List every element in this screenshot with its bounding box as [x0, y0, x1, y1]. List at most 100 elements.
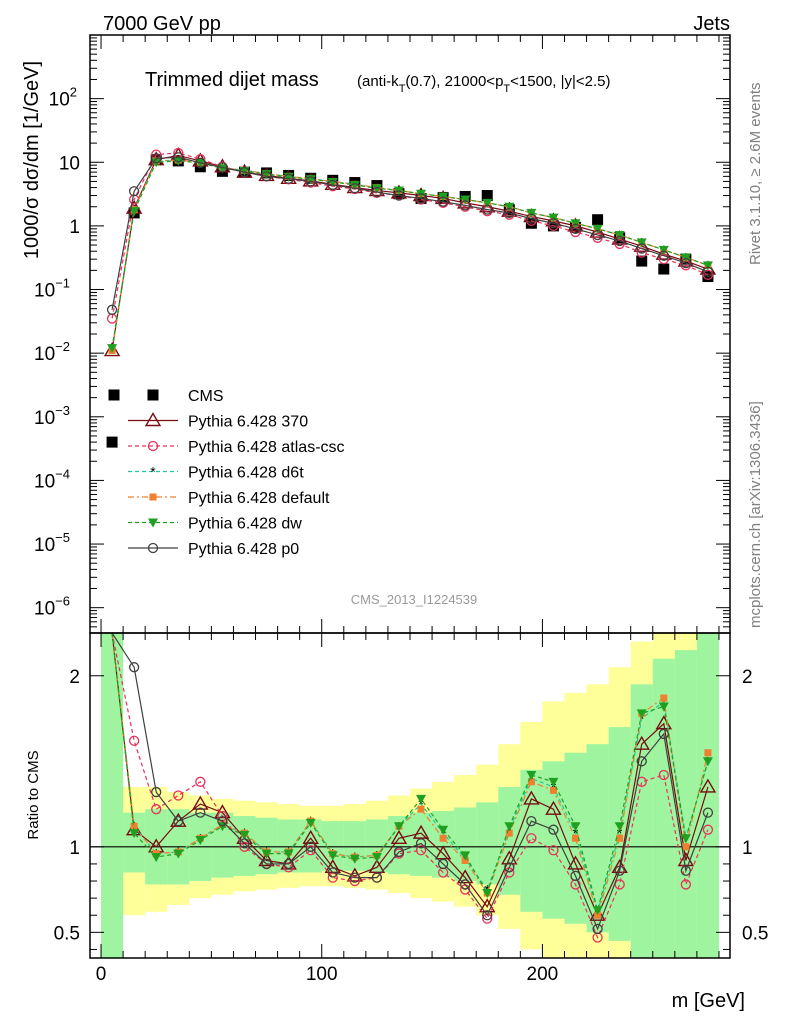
header-left: 7000 GeV pp	[103, 13, 221, 35]
data-point-p0	[680, 257, 692, 269]
ratio-y-tick-label-left: 0.5	[54, 923, 80, 944]
ratio-point-dw	[349, 854, 360, 864]
ratio-point-p370	[368, 858, 386, 874]
data-point-CMS	[481, 190, 493, 202]
y-tick-label: 102	[49, 85, 77, 111]
uncertainty-band-green	[696, 633, 719, 958]
ratio-point-p0	[658, 728, 669, 740]
ratio-point-default	[549, 786, 557, 794]
uncertainty-band-green	[586, 744, 609, 933]
ratio-point-dw	[460, 851, 471, 861]
data-point-p0	[636, 243, 647, 254]
ratio-point-default	[461, 857, 469, 864]
ratio-point-p0	[482, 910, 493, 921]
data-point-p0	[151, 153, 162, 164]
y-tick-label-exponent: −1	[55, 276, 70, 291]
ratio-point-default	[616, 834, 624, 842]
legend-label-CMS: CMS	[188, 388, 224, 405]
ratio-point-p370	[479, 898, 496, 913]
uncertainty-band-green	[101, 633, 124, 958]
ratio-y-axis-label: Ratio to CMS	[25, 750, 42, 839]
data-point-p0	[526, 213, 537, 224]
ratio-point-p370	[567, 855, 584, 870]
ratio-point-p0	[592, 923, 603, 935]
data-point-dw	[327, 177, 338, 187]
main-plot: **************************** 10−610−510−…	[34, 35, 730, 634]
uncertainty-band-green	[630, 684, 653, 958]
data-point-p0	[482, 204, 493, 215]
ratio-plot: 0.50.511220100200***********************…	[54, 633, 768, 985]
data-point-dw	[504, 202, 515, 212]
ratio-point-p0	[305, 841, 316, 852]
ratio-point-p0	[702, 807, 714, 818]
ratio-point-atlas	[283, 862, 294, 873]
ratio-point-d6t: *	[418, 796, 424, 812]
ratio-point-p0	[239, 838, 250, 849]
uncertainty-band-green	[432, 810, 455, 878]
data-point-p0	[437, 196, 449, 207]
ratio-point-p370	[390, 829, 408, 844]
ratio-point-atlas	[173, 790, 184, 801]
uncertainty-band-green	[476, 802, 499, 885]
ratio-point-atlas	[349, 875, 360, 887]
legend-marker-atlas	[147, 440, 159, 452]
legend-entry-p370: Pythia 6.428 370	[128, 412, 308, 431]
ratio-point-p0	[261, 858, 272, 870]
data-point-dw	[482, 198, 493, 208]
ratio-point-atlas	[702, 824, 714, 835]
ratio-point-p0	[217, 816, 228, 827]
ratio-point-default	[572, 834, 580, 842]
data-point-p0	[261, 171, 272, 182]
subtitle-part-2: (0.7), 21000<p	[405, 73, 503, 90]
ratio-point-dw	[195, 835, 206, 845]
series-p370	[103, 147, 717, 357]
ratio-frame	[89, 632, 731, 959]
ratio-point-dw	[570, 822, 581, 832]
uncertainty-band-green	[542, 761, 565, 919]
uncertainty-band-green	[321, 821, 344, 871]
data-point-dw	[239, 166, 250, 176]
ratio-line-atlas	[111, 633, 709, 940]
data-point-p0	[349, 183, 360, 194]
ratio-y-tick-label-left: 1	[69, 838, 80, 859]
data-point-p0	[305, 176, 316, 187]
data-point-CMS	[106, 436, 118, 448]
ratio-point-p370	[523, 790, 540, 805]
y-tick-label-exponent: −5	[55, 530, 70, 545]
y-tick-label-exponent: −2	[55, 339, 70, 354]
ratio-point-atlas	[128, 735, 140, 746]
data-point-p0	[460, 200, 471, 211]
ratio-point-p370	[699, 778, 717, 793]
uncertainty-band-green	[387, 816, 410, 875]
data-point-p0	[548, 218, 559, 229]
ratio-point-d6t: *	[573, 825, 579, 841]
ratio-point-dw	[261, 849, 272, 859]
ratio-point-p0	[371, 872, 383, 883]
legend-marker-p370	[144, 412, 162, 427]
data-point-p0	[658, 250, 669, 261]
series-d6t: ****************************	[109, 152, 711, 356]
ratio-point-d6t: *	[639, 711, 645, 727]
header-right: Jets	[693, 13, 730, 35]
ratio-point-atlas	[526, 833, 537, 844]
data-point-p0	[415, 193, 427, 204]
chart-subtitle: (anti-kT(0.7), 21000<pT<1500, |y|<2.5)	[357, 73, 611, 95]
ratio-point-p370	[456, 869, 474, 884]
ratio-point-dw	[173, 849, 184, 859]
data-point-dw	[371, 184, 382, 194]
legend-label-atlas: Pythia 6.428 atlas-csc	[188, 439, 345, 456]
ratio-point-dw	[305, 818, 316, 828]
y-tick-label: 10−4	[34, 466, 70, 492]
y-axis-label: 1000/σ dσ/dm [1/GeV]	[21, 61, 43, 259]
y-tick-label: 10−5	[34, 530, 70, 556]
data-point-p0	[614, 235, 625, 247]
ratio-y-tick-label-right: 1	[742, 838, 753, 859]
ratio-point-default	[594, 911, 602, 919]
data-point-CMS	[592, 214, 604, 226]
mcplots-label: mcplots.cern.ch [arXiv:1306.3436]	[747, 401, 764, 628]
ratio-point-atlas	[415, 845, 427, 856]
ratio-point-atlas	[151, 804, 162, 815]
ratio-point-p370	[434, 845, 452, 860]
data-point-dw	[636, 238, 647, 248]
y-tick-label: 10−3	[34, 403, 70, 429]
